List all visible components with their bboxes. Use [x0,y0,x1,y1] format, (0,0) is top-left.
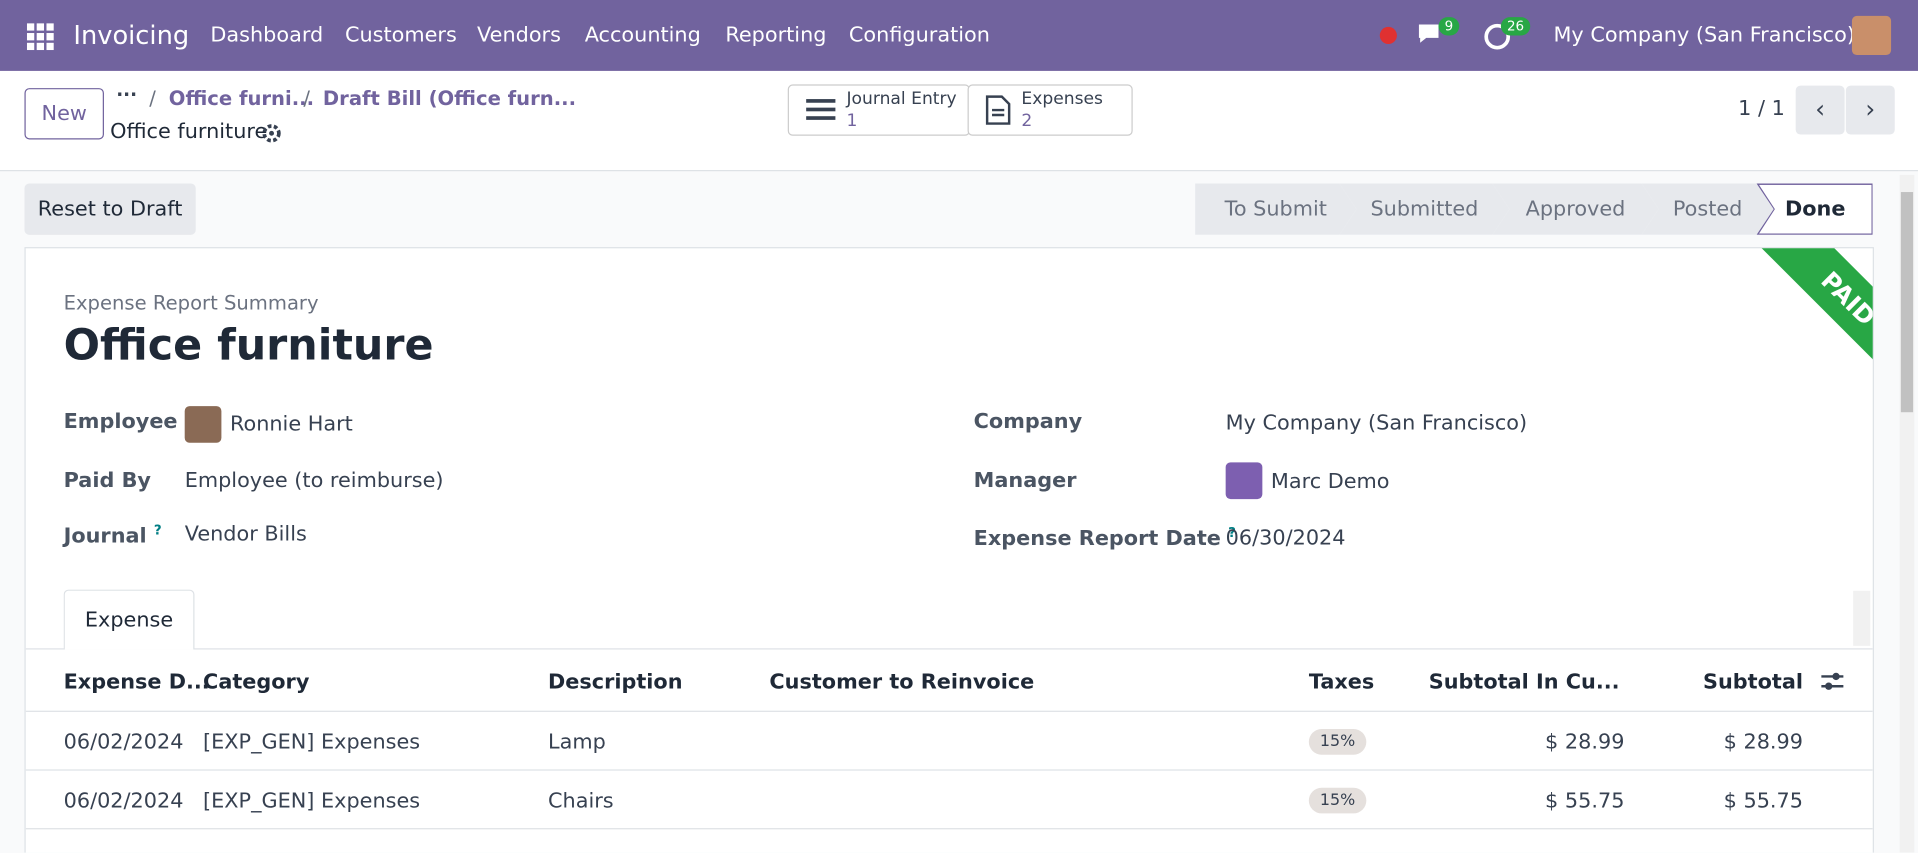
ribbon: PAID [1709,248,1873,438]
menu-item[interactable]: Dashboard [210,23,324,48]
column-header[interactable]: Description [547,670,683,695]
activities-icon[interactable] [1484,22,1513,51]
badge: 26 [1500,17,1531,36]
menu-item[interactable]: Customers [344,23,457,48]
smart-count: 2 [1021,111,1033,131]
row-line [25,769,1873,771]
pager-prev[interactable]: ‹ [1795,85,1845,135]
field-value: 06/30/2024 [1225,525,1346,551]
status-active[interactable]: Done [1758,184,1872,234]
menu-item[interactable]: Accounting [584,23,701,48]
menu-item[interactable]: Vendors [477,23,561,48]
messages-icon[interactable] [1416,22,1448,49]
label-text: Expense Report Date [973,526,1221,552]
cell[interactable]: Lamp [547,730,606,755]
field-label: Manager [973,468,1077,493]
field-label: Company [973,409,1083,435]
smart-label: Journal Entry [846,89,957,109]
new-button[interactable]: New [24,88,104,140]
cell[interactable]: $ 28.99 [1723,730,1804,755]
field-label: Paid By [63,468,151,493]
employee-avatar [184,406,222,443]
cell[interactable]: $ 55.75 [1545,788,1625,814]
pager-next[interactable]: › [1845,85,1895,135]
field-value[interactable]: Marc Demo [1270,469,1390,495]
cell[interactable]: [EXP_GEN] Expenses [203,788,421,814]
record-name: Office furniture [110,119,268,145]
column-header[interactable]: Subtotal In Cu... [1428,670,1620,695]
smart-button[interactable]: Expenses 2 [967,84,1133,136]
cell[interactable]: 06/02/2024 [63,730,184,755]
record-dot[interactable] [1379,26,1397,45]
optional-columns[interactable] [1820,670,1844,692]
navbar: Invoicing Dashboard Customers Vendors Ac… [0,0,1918,71]
row-line [25,710,1873,712]
row-line [25,828,1873,830]
list-icon [806,99,836,120]
menu-item[interactable]: Reporting [725,23,827,48]
form-title: Office furniture [63,321,434,371]
field-value: Vendor Bills [184,522,307,547]
form-sheet: PAID Expense Report Summary Office furni… [24,247,1874,853]
label-text: Journal [63,524,147,549]
form-subtitle: Expense Report Summary [63,291,319,315]
smart-count: 1 [846,111,858,131]
field-label: Journal ? [64,522,162,548]
cell[interactable]: $ 28.99 [1545,730,1625,755]
tooltip[interactable]: ? [1228,524,1236,541]
cell[interactable]: $ 55.75 [1723,788,1804,814]
field-label: Employee [63,409,178,435]
status[interactable]: Posted [1642,183,1774,234]
reset-button[interactable]: Reset to Draft [24,183,196,235]
status[interactable]: Approved [1492,183,1658,234]
smart-label: Expenses [1021,89,1103,109]
gear-icon[interactable] [262,124,282,144]
apps-icon[interactable] [26,23,54,51]
app-name[interactable]: Invoicing [73,20,190,51]
tax-tag: 15% [1308,729,1367,755]
breadcrumb[interactable]: Draft Bill (Office furn... [322,86,577,111]
column-header[interactable]: Subtotal [1703,670,1804,695]
field-value[interactable]: Ronnie Hart [229,412,353,437]
control-panel: New ··· / Office furni... / Draft Bill (… [0,70,1918,172]
column-header[interactable]: Expense D... [63,670,210,695]
tax-tag: 15% [1308,787,1367,814]
smart-button[interactable]: Journal Entry 1 [787,84,971,136]
doc-icon [985,95,1011,125]
status[interactable]: Submitted [1339,183,1509,234]
cell[interactable]: [EXP_GEN] Expenses [203,730,421,755]
company-switch[interactable]: My Company (San Francisco) [1553,23,1855,48]
tooltip[interactable]: ? [153,522,162,539]
column-header[interactable]: Customer to Reinvoice [769,670,1035,695]
field-label: Expense Report Date ? [974,525,1236,551]
breadcrumb-more[interactable]: ··· [116,83,138,106]
manager-avatar [1225,462,1263,500]
breadcrumb[interactable]: Office furni... [168,86,315,111]
badge: 9 [1438,17,1460,36]
cell[interactable]: 06/02/2024 [63,788,184,814]
pager: 1 / 1 [1738,96,1785,122]
field-value: Employee (to reimburse) [184,468,444,493]
scrollbar [1899,174,1915,853]
user-avatar[interactable] [1851,15,1892,56]
tab-scrollbar [1853,590,1871,646]
tab-line [25,648,1873,650]
separator: / [149,86,156,111]
menu-item[interactable]: Configuration [848,23,990,48]
column-header[interactable]: Taxes [1308,670,1375,695]
field-value[interactable]: My Company (San Francisco) [1225,410,1528,436]
column-header[interactable]: Category [203,670,310,695]
separator: / [303,86,310,111]
cell[interactable]: Chairs [547,788,614,814]
status[interactable]: To Submit [1195,183,1356,234]
scroll-thumb[interactable] [1900,192,1914,413]
tab[interactable]: Expense [63,589,195,650]
